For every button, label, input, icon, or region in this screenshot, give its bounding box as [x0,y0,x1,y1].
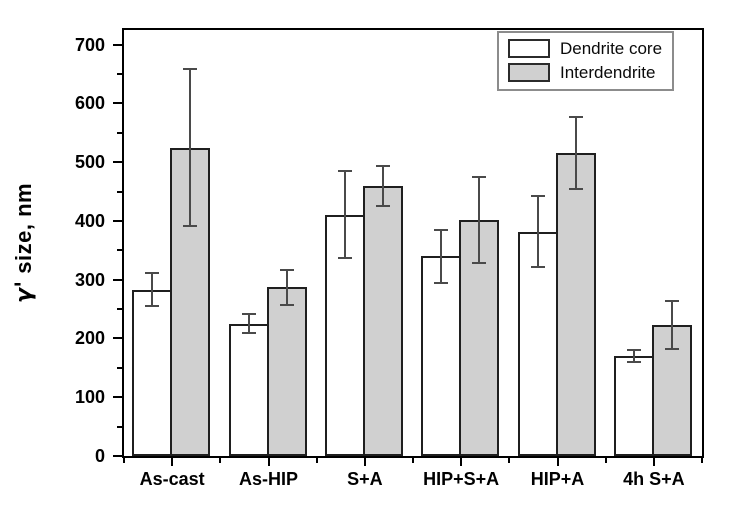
plot-area [122,28,704,458]
legend-item: Dendrite core [508,38,662,59]
y-tick-label: 700 [74,34,105,55]
error-bar [440,229,443,283]
error-bar-cap-top [241,313,256,316]
y-axis-minor-tick [117,425,122,428]
error-bar-cap-top [434,228,449,231]
y-axis-minor-tick [117,73,122,76]
y-axis-major-tick [113,161,122,164]
error-bar [285,269,288,305]
error-bar-cap-bottom [183,225,198,228]
error-bar [189,68,192,227]
error-bar-cap-bottom [626,360,641,363]
y-tick-label: 200 [74,328,105,349]
x-axis-major-tick [556,458,559,466]
error-bar-cap-bottom [568,187,583,190]
legend-swatch [508,63,550,82]
x-tick-label: 4h S+A [623,469,685,489]
legend-swatch [508,39,550,58]
error-bar-cap-top [375,164,390,167]
error-bar-cap-bottom [241,332,256,335]
error-bar-cap-top [279,268,294,271]
x-tick-label: S+A [347,469,383,489]
error-bar [536,195,539,268]
error-bar [247,314,250,334]
error-bar [151,273,154,307]
error-bar [670,300,673,350]
y-tick-label: 400 [74,210,105,231]
error-bar-cap-top [626,349,641,352]
error-bar-cap-bottom [337,256,352,259]
x-axis-minor-tick [123,458,125,463]
error-bar [381,165,384,206]
y-axis-minor-tick [117,131,122,134]
legend: Dendrite core Interdendrite [497,31,675,91]
bar [362,185,403,456]
bar [228,323,269,456]
x-tick-label: HIP+A [530,469,585,489]
y-axis-major-tick [113,278,122,281]
y-axis-minor-tick [117,249,122,252]
bar [555,152,596,456]
y-axis-major-tick [113,43,122,46]
bar [613,356,654,456]
legend-item: Interdendrite [508,62,662,83]
x-axis-minor-tick [604,458,607,463]
error-bar-cap-top [145,272,160,275]
x-axis-minor-tick [219,458,222,463]
x-axis-minor-tick [412,458,414,463]
legend-label: Dendrite core [560,39,663,58]
x-axis-minor-tick [508,458,511,463]
y-axis-title-units: size, nm [11,182,36,281]
error-bar-cap-top [568,115,583,118]
error-bar-cap-bottom [530,266,545,269]
x-axis-major-tick [652,458,655,466]
x-axis-major-tick [363,458,366,466]
y-axis-minor-tick [117,366,122,369]
x-tick-label: As-HIP [238,469,298,489]
error-bar-cap-top [530,194,545,197]
bar [132,289,173,456]
y-axis-minor-tick [117,190,122,193]
y-axis-minor-tick [117,308,122,311]
y-tick-label: 0 [94,446,105,466]
y-axis-major-tick [113,337,122,340]
bar [266,287,307,456]
error-bar-cap-top [337,170,352,173]
error-bar [478,177,481,264]
x-axis-minor-tick [315,458,318,463]
y-axis-major-tick [113,102,122,105]
error-bar-cap-bottom [375,204,390,207]
bar [421,256,462,456]
x-axis-minor-tick [701,458,703,463]
y-tick-label: 300 [74,269,105,290]
error-bar-cap-top [664,299,679,302]
y-tick-label: 600 [74,93,105,114]
error-bar-cap-bottom [434,281,449,284]
error-bar-cap-top [472,176,487,179]
error-bar-cap-bottom [664,348,679,351]
error-bar [632,350,635,362]
x-axis-major-tick [171,458,174,466]
y-axis-title: γ' size, nm [11,183,37,303]
x-axis-major-tick [267,458,270,466]
x-tick-label: As-cast [139,469,205,489]
legend-label: Interdendrite [560,63,656,82]
y-axis-major-tick [113,396,122,399]
y-axis-major-tick [113,455,122,457]
x-tick-label: HIP+S+A [423,469,500,489]
y-axis-title-gamma: γ' [12,280,37,304]
error-bar-cap-bottom [472,262,487,265]
error-bar-cap-top [183,67,198,70]
y-tick-label: 500 [74,152,105,173]
error-bar-cap-bottom [279,303,294,306]
error-bar [343,171,346,258]
y-tick-label: 100 [74,387,105,408]
x-axis-major-tick [460,458,463,466]
y-axis-major-tick [113,219,122,222]
error-bar [574,116,577,189]
error-bar-cap-bottom [145,305,160,308]
